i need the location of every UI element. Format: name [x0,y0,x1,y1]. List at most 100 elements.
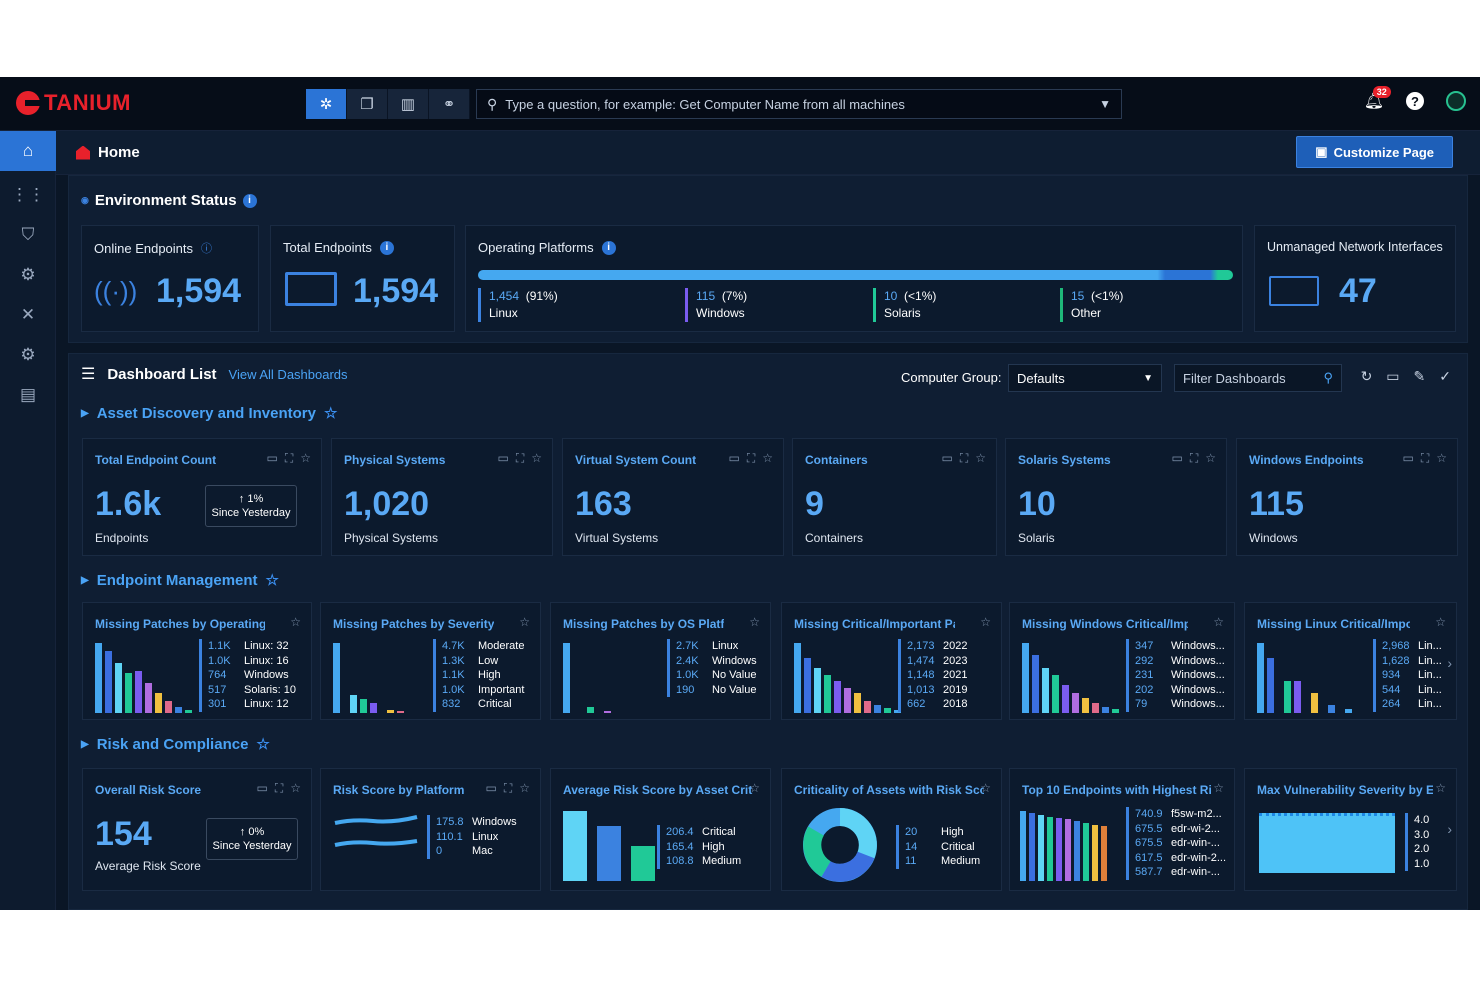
endpoint-chart-card[interactable]: Missing Critical/Important Patche... ☆ 2… [781,602,1002,720]
avg-risk-by-criticality-card[interactable]: Average Risk Score by Asset Criti... ☆ 2… [550,768,771,891]
star-icon[interactable]: ☆ [749,781,760,795]
shield-icon[interactable]: ⛉ [21,225,35,244]
star-icon[interactable]: ☆ [1205,451,1216,465]
star-icon[interactable]: ☆ [1435,615,1446,629]
tools-icon[interactable]: ✕ [20,305,36,324]
star-icon[interactable]: ☆ [531,451,542,465]
platform-value: 15 [1071,289,1085,303]
comment-icon[interactable]: ▭ [256,781,268,795]
online-endpoints-card[interactable]: Online Endpoints ⓘ ((·)) 1,594 [81,225,259,332]
question-search-input[interactable] [505,96,1100,112]
gear-wrench-icon[interactable]: ⚙ [20,265,36,284]
expand-icon[interactable]: ⛶ [959,451,969,465]
chart-bar [115,663,122,713]
criticality-of-assets-card[interactable]: Criticality of Assets with Risk Sco... ☆… [781,768,1002,891]
star-icon[interactable]: ☆ [519,781,530,795]
expand-icon[interactable]: ⛶ [515,451,525,465]
expand-icon[interactable]: ⛶ [274,781,284,795]
star-icon[interactable]: ☆ [980,615,991,629]
tanium-logo[interactable]: TANIUM [16,90,131,116]
apps-grid-icon[interactable]: ⋮⋮ [11,185,45,204]
comment-icon[interactable]: ▭ [485,781,497,795]
display-icon[interactable]: ▭ [1386,368,1400,384]
overview-nav-button[interactable]: ✲ [306,89,347,119]
star-icon[interactable]: ☆ [265,572,279,589]
edit-icon[interactable]: ✎ [1413,368,1426,384]
info-icon[interactable]: i [242,193,257,208]
max-vulnerability-card[interactable]: Max Vulnerability Severity by E... ☆ 4.0… [1244,768,1457,891]
expand-icon[interactable]: ⛶ [284,451,294,465]
star-icon[interactable]: ☆ [323,405,338,422]
refresh-icon[interactable]: ↻ [1360,368,1373,384]
endpoint-chart-card[interactable]: Missing Patches by Operating Sys... ☆ 1.… [82,602,312,720]
view-all-dashboards-link[interactable]: View All Dashboards [228,366,348,382]
virtual-system-count-card[interactable]: Virtual System Count ▭ ⛶ ☆ 163 Virtual Sys… [562,438,784,556]
filter-dashboards-input[interactable]: Filter Dashboards ⚲ [1174,364,1342,392]
operating-platforms-card[interactable]: Operating Platforms i 1,454 (91%) Linux 11… [465,225,1243,332]
star-icon[interactable]: ☆ [256,736,270,753]
star-icon[interactable]: ☆ [290,615,301,629]
total-endpoints-card[interactable]: Total Endpoints i 1,594 [270,225,455,332]
endpoint-chart-card[interactable]: Missing Patches by OS Platform ☆ 2.7K Lin… [550,602,771,720]
connect-nav-button[interactable]: ⚭ [429,89,470,119]
legend-label: Medium [702,855,742,867]
containers-card[interactable]: Containers ▭ ⛶ ☆ 9 Containers [792,438,997,556]
star-icon[interactable]: ☆ [1213,615,1224,629]
legend-label: Linux: 32 [244,640,289,652]
chevron-down-icon[interactable]: ▼ [1099,97,1111,111]
user-avatar-icon[interactable] [1446,91,1466,111]
comment-icon[interactable]: ▭ [266,451,278,465]
risk-compliance-section-title[interactable]: ▶ Risk and Compliance ☆ [81,735,270,754]
unmanaged-interfaces-card[interactable]: Unmanaged Network Interfaces 47 [1254,225,1456,332]
expand-icon[interactable]: ⛶ [1189,451,1199,465]
notifications-button[interactable]: 🔔︎ 32 [1364,86,1391,111]
expand-icon[interactable]: ⛶ [746,451,756,465]
endpoint-chart-card[interactable]: Missing Windows Critical/Importa... ☆ 34… [1009,602,1235,720]
chart-bar [95,643,102,713]
legend-row: 1.1K Linux: 32 [199,639,296,654]
asset-discovery-section-title[interactable]: ▶ Asset Discovery and Inventory ☆ [81,404,338,423]
chart-bar [1038,815,1044,881]
comment-icon[interactable]: ▭ [941,451,953,465]
collapse-chevron-icon[interactable]: ✓ [1439,368,1451,384]
star-icon[interactable]: ☆ [1435,781,1446,795]
endpoint-management-section-title[interactable]: ▶ Endpoint Management ☆ [81,571,279,590]
home-icon[interactable]: ⌂ [0,131,56,171]
star-icon[interactable]: ☆ [300,451,311,465]
expand-icon[interactable]: ⛶ [1420,451,1430,465]
risk-score-by-platform-card[interactable]: Risk Score by Platform ▭ ⛶ ☆ 175.8 Windows 1… [320,768,541,891]
customize-page-button[interactable]: ▣ Customize Page [1296,136,1453,168]
physical-systems-card[interactable]: Physical Systems ▭ ⛶ ☆ 1,020 Physical Syst… [331,438,553,556]
menu-icon[interactable]: ☰ [81,366,96,383]
windows-endpoints-card[interactable]: Windows Endpoints ▭ ⛶ ☆ 115 Windows [1236,438,1458,556]
console-icon[interactable]: ▤ [19,385,37,404]
star-icon[interactable]: ☆ [1213,781,1224,795]
solaris-systems-card[interactable]: Solaris Systems ▭ ⛶ ☆ 10 Solaris [1005,438,1227,556]
comment-icon[interactable]: ▭ [497,451,509,465]
help-icon[interactable]: ? [1406,92,1424,110]
star-icon[interactable]: ☆ [975,451,986,465]
endpoint-chart-card[interactable]: Missing Linux Critical/Importae... ☆ 2,9… [1244,602,1457,720]
total-endpoint-count-card[interactable]: Total Endpoint Count ▭ ⛶ ☆ 1.6k Endpoints … [82,438,322,556]
star-icon[interactable]: ☆ [519,615,530,629]
star-icon[interactable]: ☆ [749,615,760,629]
comment-icon[interactable]: ▭ [728,451,740,465]
comment-icon[interactable]: ▭ [1171,451,1183,465]
chevron-right-icon[interactable]: › [1447,821,1452,837]
settings-icon[interactable]: ⚙ [20,345,36,364]
card-subtitle: Average Risk Score [95,859,201,873]
overall-risk-score-card[interactable]: Overall Risk Score ▭ ⛶ ☆ 154 Average Risk … [82,768,312,891]
expand-icon[interactable]: ⛶ [503,781,513,795]
star-icon[interactable]: ☆ [290,781,301,795]
workbench-nav-button[interactable]: ❐ [347,89,388,119]
reports-nav-button[interactable]: ▥ [388,89,429,119]
legend-label: Lin... [1418,640,1442,652]
star-icon[interactable]: ☆ [762,451,773,465]
star-icon[interactable]: ☆ [980,781,991,795]
computer-group-select[interactable]: Defaults ▼ [1008,364,1162,392]
endpoint-chart-card[interactable]: Missing Patches by Severity ☆ 4.7K Modera… [320,602,541,720]
chevron-right-icon[interactable]: › [1447,655,1452,671]
comment-icon[interactable]: ▭ [1402,451,1414,465]
top10-endpoints-card[interactable]: Top 10 Endpoints with Highest Ris... ☆ 7… [1009,768,1235,891]
star-icon[interactable]: ☆ [1436,451,1447,465]
